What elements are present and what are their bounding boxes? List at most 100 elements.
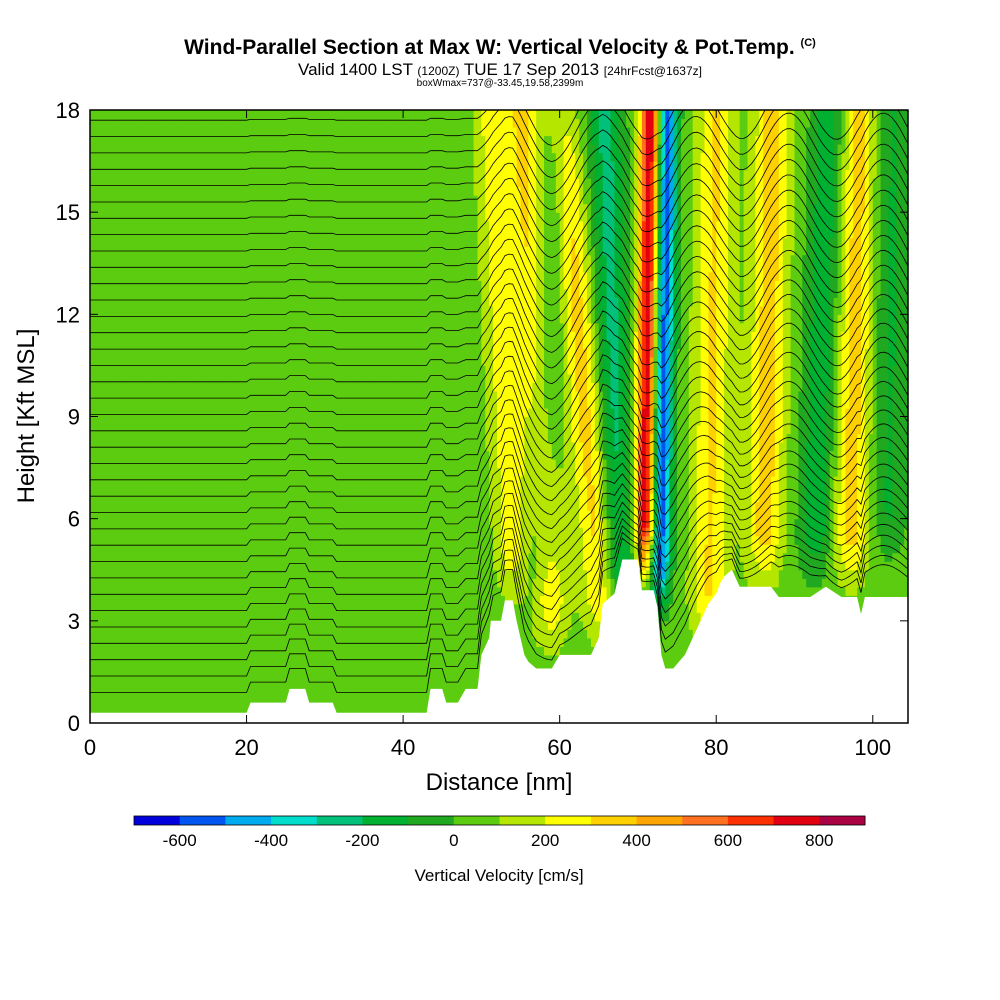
velocity-cell [360,620,365,630]
velocity-cell [140,118,146,128]
velocity-cell [101,425,107,435]
velocity-cell [262,186,267,196]
velocity-cell [187,552,193,562]
velocity-cell [101,152,107,162]
velocity-cell [281,561,287,571]
velocity-cell [360,561,365,571]
velocity-cell [336,212,342,222]
velocity-cell [101,331,107,341]
velocity-cell [230,220,236,230]
velocity-cell [140,212,146,222]
velocity-cell [133,620,138,630]
velocity-cell [336,595,342,605]
velocity-cell [332,408,338,418]
velocity-cell [227,391,232,401]
velocity-cell [230,561,236,571]
velocity-cell [332,654,338,664]
velocity-cell [183,118,189,128]
velocity-cell [313,373,318,383]
velocity-cell [90,467,95,477]
velocity-cell [340,195,345,205]
velocity-cell [336,263,342,273]
velocity-cell [101,510,107,520]
velocity-cell [285,229,291,239]
velocity-cell [360,646,365,656]
velocity-cell [121,178,126,188]
velocity-cell [238,433,244,443]
velocity-cell [172,425,177,435]
velocity-cell [148,263,154,273]
velocity-cell [90,178,95,188]
velocity-cell [156,305,161,315]
velocity-cell [219,373,224,383]
velocity-cell [183,399,189,409]
velocity-cell [305,203,310,213]
velocity-cell [93,688,99,698]
velocity-cell [356,391,361,401]
velocity-cell [168,152,173,162]
velocity-cell [125,348,130,358]
velocity-cell [133,442,138,452]
velocity-cell [199,442,205,452]
velocity-cell [180,680,185,690]
velocity-cell [297,288,302,298]
velocity-cell [305,425,310,435]
velocity-cell [117,305,122,315]
velocity-cell [242,178,248,188]
velocity-cell [199,501,205,511]
velocity-cell [105,442,111,452]
velocity-cell [183,339,189,349]
velocity-cell [148,697,154,707]
velocity-cell [285,118,291,128]
velocity-cell [219,620,224,630]
velocity-cell [328,595,334,605]
velocity-cell [227,688,232,698]
velocity-cell [156,161,161,171]
velocity-cell [105,152,111,162]
velocity-cell [309,578,314,588]
velocity-cell [281,484,287,494]
velocity-cell [340,135,345,145]
velocity-cell [160,127,165,137]
velocity-cell [340,271,345,281]
velocity-cell [250,246,255,256]
velocity-cell [125,118,130,128]
velocity-cell [129,484,134,494]
velocity-cell [223,680,228,690]
velocity-cell [90,110,95,120]
velocity-cell [274,186,279,196]
velocity-cell [246,169,252,179]
velocity-cell [215,195,220,205]
velocity-cell [140,408,146,418]
velocity-cell [285,220,291,230]
velocity-cell [262,484,267,494]
velocity-cell [152,152,158,162]
velocity-cell [250,629,255,639]
velocity-cell [187,612,193,622]
velocity-cell [344,612,349,622]
velocity-cell [320,110,326,120]
velocity-cell [305,518,310,528]
velocity-cell [172,629,177,639]
velocity-cell [313,561,318,571]
velocity-cell [305,297,310,307]
velocity-cell [211,603,216,613]
velocity-cell [129,271,134,281]
velocity-cell [285,425,291,435]
velocity-cell [160,110,165,120]
velocity-cell [340,425,345,435]
velocity-cell [219,663,224,673]
velocity-cell [293,127,298,137]
velocity-cell [137,152,142,162]
velocity-cell [262,373,267,383]
velocity-cell [262,271,267,281]
velocity-cell [148,663,154,673]
velocity-cell [344,518,349,528]
velocity-cell [195,544,201,554]
velocity-cell [281,629,287,639]
velocity-cell [238,127,244,137]
velocity-cell [340,586,345,596]
velocity-cell [328,552,334,562]
velocity-cell [262,297,267,307]
velocity-cell [133,237,138,247]
